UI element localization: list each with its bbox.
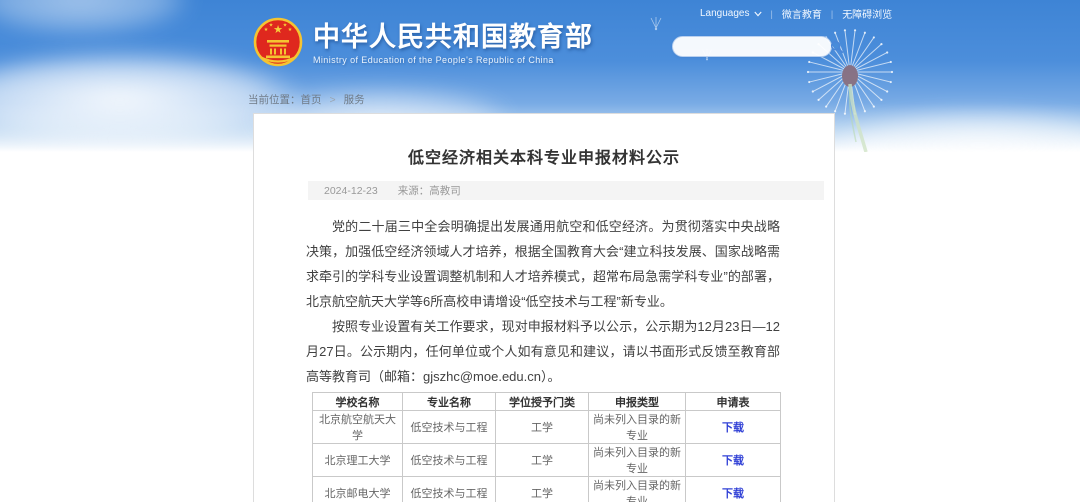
cell-major: 低空技术与工程 <box>402 476 496 502</box>
topbar: Languages | 微言教育 | 无障碍浏览 <box>700 6 892 21</box>
languages-label: Languages <box>700 8 750 19</box>
table-row: 北京航空航天大学 低空技术与工程 工学 尚未列入目录的新专业 下载 <box>312 410 781 444</box>
national-emblem-icon: ★ ★ ★ ★ ★ <box>253 17 303 67</box>
article-paragraph: 党的二十届三中全会明确提出发展通用航空和低空经济。为贯彻落实中央战略决策，加强低… <box>306 219 780 309</box>
svg-text:★: ★ <box>288 27 293 33</box>
cell-download: 下载 <box>685 443 781 477</box>
cell-major: 低空技术与工程 <box>402 410 496 444</box>
svg-text:★: ★ <box>273 24 283 36</box>
download-link[interactable]: 下载 <box>722 422 744 434</box>
cell-major: 低空技术与工程 <box>402 443 496 477</box>
topbar-divider: | <box>770 8 773 19</box>
breadcrumb-separator: > <box>329 94 336 106</box>
application-table: 学校名称 专业名称 学位授予门类 申报类型 申请表 北京航空航天大学 低空技术与工程 工学尚… <box>312 392 781 502</box>
table-row: 北京理工大学 低空技术与工程 工学 尚未列入目录的新专业 下载 <box>312 443 781 477</box>
breadcrumb-home[interactable]: 首页 <box>300 94 322 106</box>
seed-decoration <box>650 17 662 31</box>
cell-degree: 工学 <box>495 410 589 444</box>
download-link[interactable]: 下载 <box>722 488 744 500</box>
site-subtitle: Ministry of Education of the People's Re… <box>313 55 554 65</box>
download-link[interactable]: 下载 <box>722 455 744 467</box>
article-meta-bar: 2024-12-23 来源：高教司 <box>308 181 824 200</box>
cell-type: 尚未列入目录的新专业 <box>588 410 686 444</box>
site-title: 中华人民共和国教育部 <box>313 22 593 52</box>
cell-degree: 工学 <box>495 476 589 502</box>
column-header: 申请表 <box>685 392 781 411</box>
cell-school: 北京航空航天大学 <box>312 410 403 444</box>
table-row: 北京邮电大学 低空技术与工程 工学 尚未列入目录的新专业 下载 <box>312 476 781 502</box>
cell-school: 北京邮电大学 <box>312 476 403 502</box>
table-body: 北京航空航天大学 低空技术与工程 工学 尚未列入目录的新专业 下载 北京理工大学 低空技术与… <box>312 410 781 502</box>
cell-download: 下载 <box>685 476 781 502</box>
column-header: 学位授予门类 <box>495 392 589 411</box>
article-source: 来源：高教司 <box>397 185 461 197</box>
cloud-decoration <box>0 0 190 35</box>
search-button[interactable] <box>830 36 850 57</box>
topbar-divider: | <box>830 8 834 19</box>
cell-download: 下载 <box>685 410 781 444</box>
breadcrumb-section[interactable]: 服务 <box>343 94 365 106</box>
cell-type: 尚未列入目录的新专业 <box>588 476 686 502</box>
cell-type: 尚未列入目录的新专业 <box>588 443 686 477</box>
svg-text:★: ★ <box>264 27 269 33</box>
cell-school: 北京理工大学 <box>312 443 403 477</box>
column-header: 专业名称 <box>402 392 496 411</box>
accessibility-link[interactable]: 无障碍浏览 <box>842 10 893 21</box>
wechat-edu-link[interactable]: 微言教育 <box>781 10 822 21</box>
languages-menu[interactable]: Languages <box>700 8 762 19</box>
article-paragraph: 按照专业设置有关工作要求，现对申报材料予以公示，公示期为12月23日—12月27… <box>306 319 780 384</box>
search-input[interactable] <box>673 37 830 56</box>
column-header: 学校名称 <box>312 392 403 411</box>
cloud-decoration <box>0 52 300 147</box>
brand-text: 中华人民共和国教育部 Ministry of Education of the … <box>313 16 593 65</box>
article-date: 2024-12-23 <box>324 184 378 197</box>
svg-text:★: ★ <box>283 23 288 29</box>
breadcrumb-prefix: 当前位置： <box>248 94 301 106</box>
article-body: 党的二十届三中全会明确提出发展通用航空和低空经济。为贯彻落实中央战略决策，加强低… <box>306 214 780 389</box>
article-title: 低空经济相关本科专业申报材料公示 <box>407 150 680 167</box>
cell-degree: 工学 <box>495 443 589 477</box>
search-box <box>672 36 844 57</box>
column-header: 申报类型 <box>588 392 686 411</box>
svg-text:★: ★ <box>269 23 274 29</box>
chevron-down-icon <box>753 11 762 16</box>
dandelion-image <box>806 29 894 152</box>
site-brand: ★ ★ ★ ★ ★ 中华人民共和国教育部 Ministry of Educati… <box>253 16 593 70</box>
site-header: Languages | 微言教育 | 无障碍浏览 ★ ★ ★ ★ ★ <box>0 0 1080 152</box>
breadcrumb: 当前位置：首页 > 服务 <box>248 92 365 107</box>
content-panel: 低空经济相关本科专业申报材料公示 2024-12-23 来源：高教司 党的二十届… <box>253 113 835 502</box>
search-icon <box>830 40 844 53</box>
table-header-row: 学校名称 专业名称 学位授予门类 申报类型 申请表 <box>312 392 781 411</box>
